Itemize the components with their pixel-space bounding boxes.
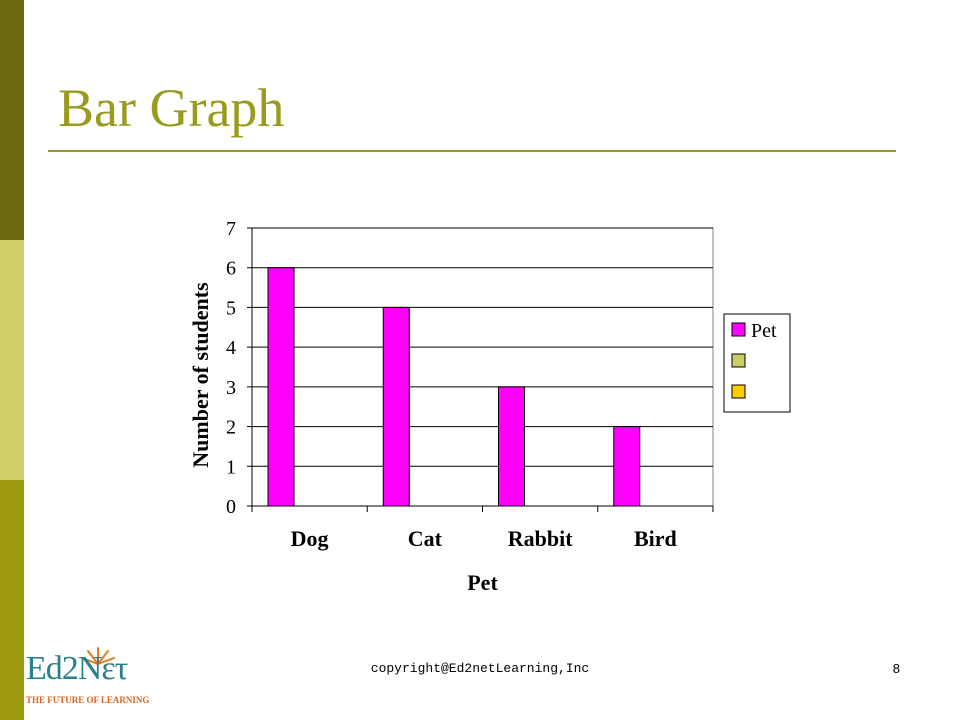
sidebar-accent-middle: [0, 240, 24, 480]
legend-swatch: [731, 322, 746, 337]
y-tick-label: 1: [226, 456, 236, 478]
y-tick-label: 6: [226, 258, 236, 280]
title-divider: [48, 150, 896, 152]
y-tick-label: 7: [226, 218, 236, 240]
y-tick-label: 3: [226, 377, 236, 399]
y-tick-label: 0: [226, 496, 236, 518]
y-tick-label: 4: [226, 337, 236, 359]
bar-dog: [267, 267, 295, 507]
bar-rabbit: [498, 386, 525, 507]
x-tick-label: Bird: [634, 526, 677, 551]
x-tick-label: Cat: [408, 526, 443, 551]
legend-swatch: [731, 384, 746, 399]
y-axis-label: Number of students: [188, 282, 213, 468]
bar-cat: [382, 306, 410, 507]
logo-tagline: THE FUTURE OF LEARNING: [26, 695, 150, 705]
slide-number: 8: [892, 661, 900, 676]
bar-bird: [613, 426, 641, 507]
y-tick-label: 2: [226, 417, 236, 439]
legend-swatch: [731, 353, 746, 368]
x-axis-label: Pet: [467, 570, 498, 595]
x-tick-label: Dog: [291, 526, 329, 551]
x-tick-label: Rabbit: [508, 526, 573, 551]
logo-sunburst-icon: [81, 647, 115, 665]
legend-label: Pet: [751, 320, 777, 342]
company-logo: Ed2Nετ THE FUTURE OF LEARNING: [26, 644, 150, 718]
footer-copyright: copyright@Ed2netLearning,Inc: [370, 661, 590, 676]
y-tick-label: 5: [226, 297, 236, 319]
sidebar-accent-bottom: [0, 480, 24, 720]
sidebar-accent-top: [0, 0, 24, 240]
slide-title: Bar Graph: [58, 78, 285, 138]
plot-area: [251, 227, 714, 507]
logo-wordmark: Ed2Nετ: [26, 650, 128, 687]
